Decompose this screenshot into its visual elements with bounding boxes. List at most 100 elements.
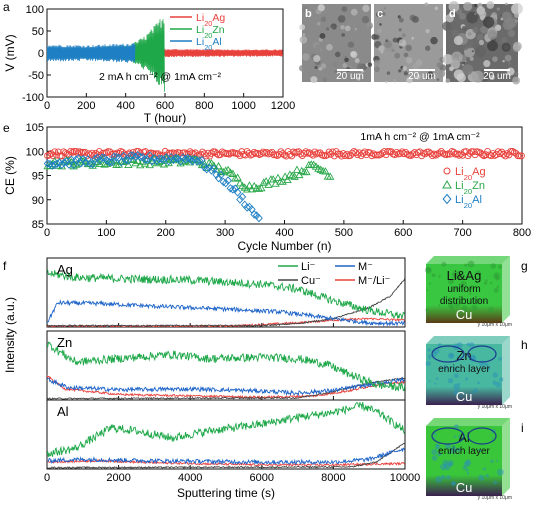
x-tick-label: 0 <box>44 100 50 112</box>
sem-texture <box>471 70 484 83</box>
cube-texture <box>496 285 499 289</box>
ce-point-Li20Zn <box>214 161 223 170</box>
ce-point-Li20Ag <box>49 152 57 160</box>
ce-point-Li20Ag <box>421 150 429 158</box>
sem-texture <box>302 53 310 61</box>
depth-series-ratio <box>47 375 405 400</box>
sem-texture <box>474 46 487 58</box>
cube-axes-label: y 10μm x 10μm <box>478 404 512 410</box>
ce-point-Li20Ag <box>243 148 251 155</box>
depth-series-Cu <box>47 377 405 400</box>
sem-texture <box>379 23 382 26</box>
x-tick-label: 1200 <box>271 100 295 112</box>
sem-texture <box>467 32 472 36</box>
cube-texture <box>492 372 498 378</box>
panel-label-c: c <box>377 8 383 20</box>
ce-point-Li20Zn <box>264 180 273 188</box>
ce-point-Li20Ag <box>236 152 244 160</box>
cube-texture <box>485 279 488 282</box>
cube-side-face <box>502 418 510 496</box>
y-tick-label: 95 <box>32 171 44 183</box>
y-axis-label: V (mV) <box>3 34 17 71</box>
ce-point-Li20Ag <box>478 151 486 158</box>
sem-texture <box>487 40 498 52</box>
cube-texture <box>465 377 468 381</box>
ce-point-Li20Ag <box>439 149 447 157</box>
sem-texture <box>382 12 386 16</box>
sem-texture <box>405 44 412 52</box>
sem-texture <box>298 65 306 72</box>
ce-point-Li20Ag <box>282 152 290 160</box>
cube-texture <box>496 460 499 463</box>
cube-texture <box>475 270 481 276</box>
cube-texture <box>428 282 432 285</box>
chart-f-tof-sims-depth-profile: Ag Zn 0 2000 4000 6000 8000 10000 Sputtering tim… <box>3 257 420 500</box>
sem-texture <box>377 28 383 34</box>
sem-texture <box>320 63 327 69</box>
y-tick-label: 85 <box>32 219 44 231</box>
sem-texture <box>502 59 505 63</box>
depth-series-M <box>47 447 405 466</box>
cube-texture <box>425 266 431 273</box>
ce-point-Li20Al <box>243 203 251 212</box>
sem-texture <box>318 66 323 71</box>
cube-texture <box>425 360 431 367</box>
x-axis-label: Cycle Number (n) <box>237 239 331 253</box>
legend-swatch <box>442 193 452 205</box>
cube-base-label: Cu <box>456 389 473 404</box>
sem-texture <box>499 41 503 45</box>
cube-texture <box>427 348 432 352</box>
cube-texture <box>445 443 451 450</box>
x-tick-label: 700 <box>453 227 471 239</box>
ce-point-Li20Ag <box>411 149 418 157</box>
ce-point-Li20Al <box>107 157 116 167</box>
chart-annotation: 2 mA h cm⁻² @ 1mA cm⁻² <box>99 71 222 83</box>
ce-point-Li20Ag <box>245 149 253 157</box>
ce-point-Li20Ag <box>225 150 233 158</box>
sem-texture <box>461 63 464 66</box>
ce-point-Li20Ag <box>186 148 194 156</box>
cube-texture <box>425 308 429 312</box>
sem-texture <box>360 76 365 81</box>
sem-texture <box>425 45 431 51</box>
cube-texture <box>431 351 437 357</box>
ce-point-Li20Al <box>122 155 130 165</box>
cube-texture <box>466 472 470 475</box>
sem-texture <box>326 43 333 51</box>
depth-series-M <box>47 299 405 327</box>
cube-texture <box>454 286 460 291</box>
x-tick-label: 600 <box>156 100 174 112</box>
cube-texture <box>453 389 460 396</box>
cube-texture <box>468 342 475 348</box>
legend-label: Cu⁻ <box>301 275 321 287</box>
ce-point-Li20Al <box>236 195 244 204</box>
ce-point-Li20Al <box>72 155 80 164</box>
cube-top-face <box>426 256 510 264</box>
sem-texture <box>425 76 429 80</box>
legend-label: Li20Al <box>196 36 222 52</box>
ce-point-Li20Ag <box>487 152 495 160</box>
sem-texture <box>383 7 386 10</box>
y-tick-label: 100 <box>26 146 44 158</box>
y-tick-label: -50 <box>28 70 44 82</box>
ce-point-Li20Ag <box>67 147 75 155</box>
ce-point-Li20Zn <box>245 181 254 189</box>
ce-point-Li20Al <box>172 153 180 163</box>
ce-point-Li20Al <box>224 176 232 185</box>
ce-point-Li20Ag <box>325 148 333 156</box>
sem-texture <box>512 41 522 51</box>
cube-texture <box>489 281 493 285</box>
sem-texture <box>501 42 511 52</box>
ce-point-Li20Al <box>81 158 90 167</box>
sem-texture <box>398 28 402 32</box>
cube-texture <box>495 381 502 388</box>
sem-texture <box>386 71 391 75</box>
ce-point-Li20Zn <box>95 159 105 167</box>
sem-texture <box>462 64 474 76</box>
scale-bar-label: 20 um <box>408 71 436 82</box>
ce-point-Li20Al <box>105 157 114 167</box>
sem-texture <box>478 10 487 18</box>
x-tick-label: 8000 <box>321 472 345 484</box>
depth-series-Li <box>47 341 405 392</box>
sem-texture <box>340 25 345 30</box>
